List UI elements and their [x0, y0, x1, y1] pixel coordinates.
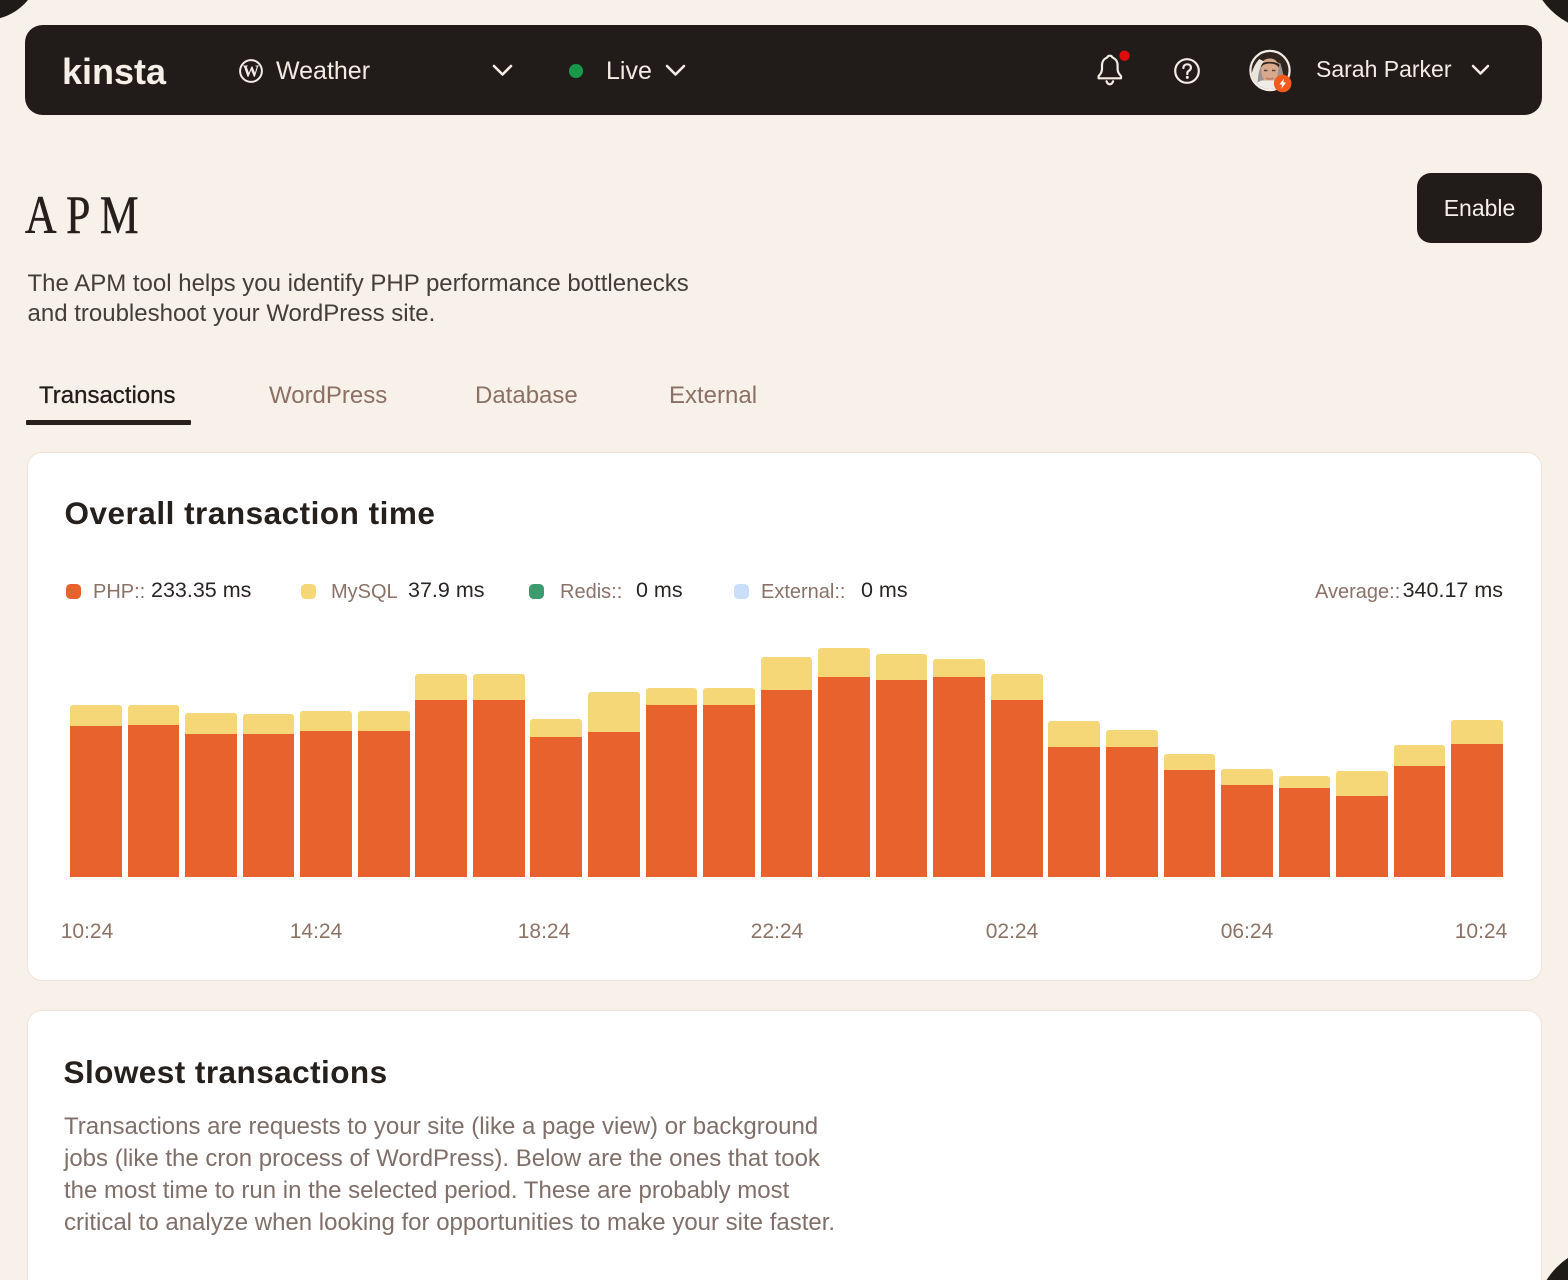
svg-text:W: W	[242, 61, 259, 80]
